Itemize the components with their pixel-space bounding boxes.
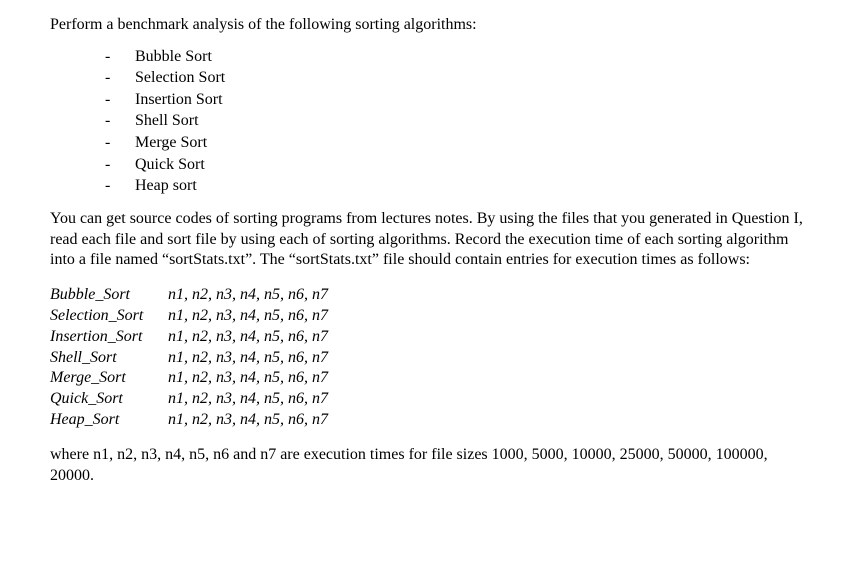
timing-values: n1, n2, n3, n4, n5, n6, n7 (168, 368, 328, 389)
list-item: - Quick Sort (105, 154, 811, 176)
list-item: - Shell Sort (105, 110, 811, 132)
bullet-dash-icon: - (105, 110, 135, 132)
timing-values: n1, n2, n3, n4, n5, n6, n7 (168, 306, 328, 327)
list-item: - Heap sort (105, 175, 811, 197)
table-row: Quick_Sort n1, n2, n3, n4, n5, n6, n7 (50, 389, 811, 410)
list-item: - Merge Sort (105, 132, 811, 154)
list-item: - Bubble Sort (105, 46, 811, 68)
table-row: Merge_Sort n1, n2, n3, n4, n5, n6, n7 (50, 368, 811, 389)
bullet-dash-icon: - (105, 175, 135, 197)
timing-values: n1, n2, n3, n4, n5, n6, n7 (168, 389, 328, 410)
instructions-paragraph: You can get source codes of sorting prog… (50, 209, 811, 271)
output-format-table: Bubble_Sort n1, n2, n3, n4, n5, n6, n7 S… (50, 285, 811, 431)
list-item-label: Merge Sort (135, 132, 207, 154)
timing-values: n1, n2, n3, n4, n5, n6, n7 (168, 348, 328, 369)
bullet-dash-icon: - (105, 132, 135, 154)
table-row: Heap_Sort n1, n2, n3, n4, n5, n6, n7 (50, 410, 811, 431)
list-item-label: Selection Sort (135, 67, 225, 89)
algo-name: Quick_Sort (50, 389, 168, 410)
algo-name: Heap_Sort (50, 410, 168, 431)
list-item-label: Shell Sort (135, 110, 199, 132)
list-item-label: Heap sort (135, 175, 197, 197)
bullet-dash-icon: - (105, 154, 135, 176)
list-item-label: Bubble Sort (135, 46, 212, 68)
bullet-dash-icon: - (105, 89, 135, 111)
bullet-dash-icon: - (105, 67, 135, 89)
table-row: Insertion_Sort n1, n2, n3, n4, n5, n6, n… (50, 327, 811, 348)
list-item-label: Quick Sort (135, 154, 205, 176)
list-item: - Insertion Sort (105, 89, 811, 111)
algo-name: Shell_Sort (50, 348, 168, 369)
table-row: Selection_Sort n1, n2, n3, n4, n5, n6, n… (50, 306, 811, 327)
list-item: - Selection Sort (105, 67, 811, 89)
timing-values: n1, n2, n3, n4, n5, n6, n7 (168, 285, 328, 306)
algo-name: Bubble_Sort (50, 285, 168, 306)
list-item-label: Insertion Sort (135, 89, 223, 111)
footnote-text: where n1, n2, n3, n4, n5, n6 and n7 are … (50, 445, 811, 487)
algo-name: Selection_Sort (50, 306, 168, 327)
algo-name: Merge_Sort (50, 368, 168, 389)
timing-values: n1, n2, n3, n4, n5, n6, n7 (168, 410, 328, 431)
algo-name: Insertion_Sort (50, 327, 168, 348)
intro-text: Perform a benchmark analysis of the foll… (50, 14, 811, 36)
timing-values: n1, n2, n3, n4, n5, n6, n7 (168, 327, 328, 348)
bullet-dash-icon: - (105, 46, 135, 68)
table-row: Bubble_Sort n1, n2, n3, n4, n5, n6, n7 (50, 285, 811, 306)
algorithms-list: - Bubble Sort - Selection Sort - Inserti… (105, 46, 811, 197)
table-row: Shell_Sort n1, n2, n3, n4, n5, n6, n7 (50, 348, 811, 369)
